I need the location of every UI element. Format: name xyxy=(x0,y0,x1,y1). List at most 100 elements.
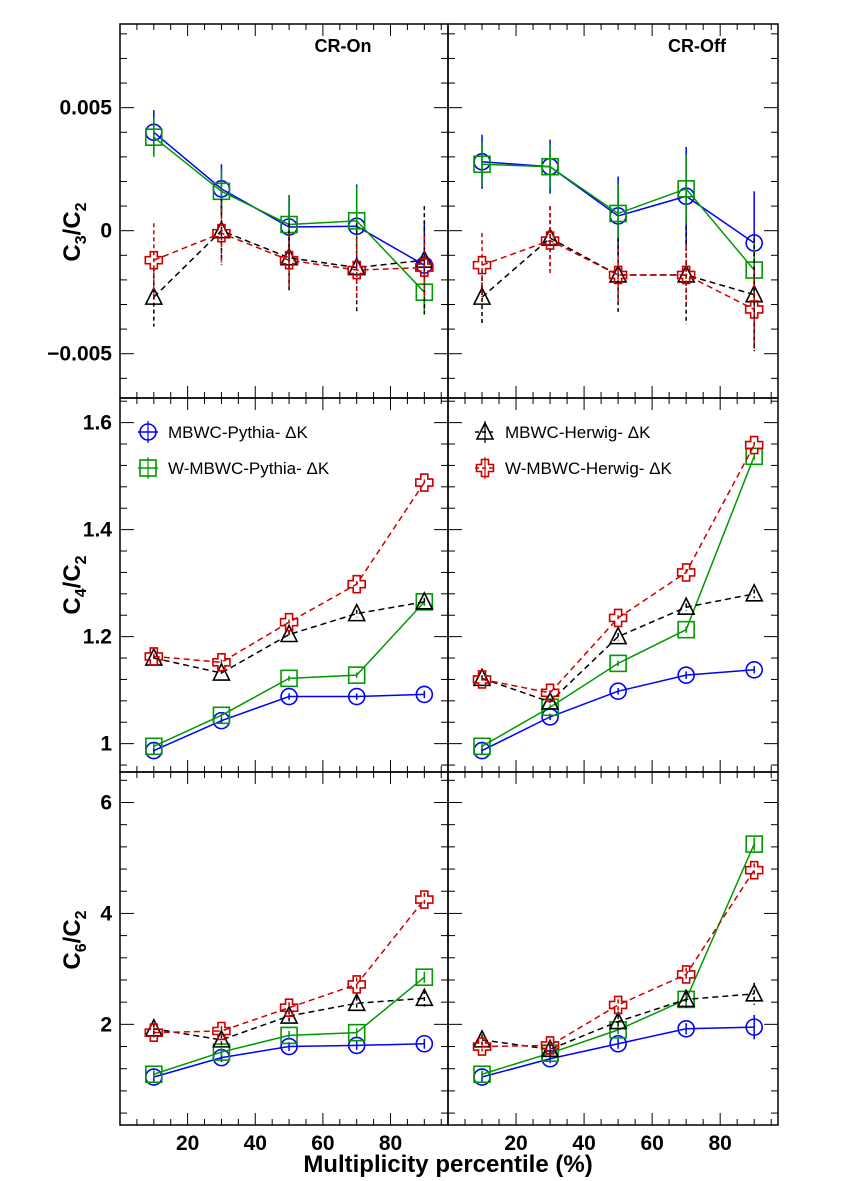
x-tick-label: 80 xyxy=(708,1132,731,1155)
data-point xyxy=(608,1010,628,1030)
data-point xyxy=(745,447,763,466)
legend-label-mbwc-pythia: MBWC-Pythia- ΔK xyxy=(168,423,308,442)
data-point xyxy=(415,685,434,704)
ylabel-c6-c2: C6/C2 xyxy=(59,910,90,969)
y-tick-label: 1.2 xyxy=(83,626,112,649)
legend-entry-mbwc-herwig xyxy=(475,421,495,443)
series-line xyxy=(153,693,425,752)
series-line xyxy=(481,593,755,703)
data-point xyxy=(347,574,367,594)
legend-label-wmbwc-pythia: W-MBWC-Pythia- ΔK xyxy=(168,459,330,478)
panel-6: 20 40 60 80 xyxy=(447,771,779,1155)
panel-frame xyxy=(447,397,779,773)
data-point xyxy=(676,965,696,984)
series-line xyxy=(153,232,425,271)
data-point xyxy=(415,968,434,987)
data-point xyxy=(472,1037,492,1056)
data-point xyxy=(745,1018,763,1036)
data-point xyxy=(347,687,366,706)
data-point xyxy=(347,666,366,684)
data-point xyxy=(347,260,367,280)
xlabel: Multiplicity percentile (%) xyxy=(303,1151,592,1178)
panel-frame xyxy=(119,397,449,773)
data-point xyxy=(609,654,627,673)
panel-5: 2 4 6 20 40 60 80 xyxy=(100,771,449,1155)
panel-frame xyxy=(447,771,779,1126)
series-mbwc-pythia xyxy=(473,661,763,760)
legend-entry-wmbwc-pythia xyxy=(138,457,158,479)
data-point xyxy=(415,890,434,909)
legend-label-mbwc-herwig: MBWC-Herwig- ΔK xyxy=(505,423,651,442)
data-point xyxy=(415,473,434,492)
data-point xyxy=(472,667,492,687)
data-point xyxy=(212,223,231,243)
series-wmbwc-herwig xyxy=(472,860,764,1056)
data-point xyxy=(745,661,763,679)
data-point xyxy=(608,265,628,285)
data-point xyxy=(608,625,628,645)
data-point xyxy=(145,737,163,756)
legend-marker xyxy=(475,458,495,478)
series-line xyxy=(481,237,755,298)
legend-entry-mbwc-pythia xyxy=(138,421,158,443)
y-tick-label: 4 xyxy=(100,902,112,925)
data-point xyxy=(609,682,627,701)
series-wmbwc-herwig xyxy=(472,206,764,349)
data-point xyxy=(608,608,628,628)
data-point xyxy=(145,128,163,146)
series-mbwc-pythia xyxy=(145,685,434,760)
y-tick-label: −0.005 xyxy=(47,343,112,366)
data-point xyxy=(279,998,299,1018)
x-tick-label: 60 xyxy=(640,1132,663,1155)
data-point xyxy=(744,300,764,319)
panel-frame xyxy=(119,23,449,399)
data-point xyxy=(744,583,764,602)
series-wmbwc-herwig xyxy=(472,435,764,703)
series-wmbwc-herwig xyxy=(144,890,434,1042)
column-title-cr-off: CR-Off xyxy=(668,36,727,56)
data-point xyxy=(677,666,695,684)
data-point xyxy=(541,157,559,176)
y-tick-label: 0 xyxy=(100,220,112,243)
panel-3: 1 1.2 1.4 1.6 xyxy=(83,397,449,773)
legend-marker xyxy=(139,423,157,441)
x-tick-label: 40 xyxy=(572,1132,595,1155)
data-point xyxy=(347,1036,366,1055)
series-wmbwc-herwig xyxy=(144,473,434,672)
data-point xyxy=(744,983,764,1002)
data-point xyxy=(415,987,434,1007)
data-point xyxy=(347,212,366,230)
data-point xyxy=(212,662,231,681)
data-point xyxy=(144,1023,164,1042)
data-point xyxy=(279,250,299,270)
data-point xyxy=(280,687,298,706)
series-mbwc-herwig xyxy=(144,591,434,681)
data-point xyxy=(279,623,299,643)
data-point xyxy=(415,1034,434,1053)
data-point xyxy=(676,563,696,582)
data-point xyxy=(473,737,491,756)
series-line xyxy=(153,976,425,1075)
data-point xyxy=(212,653,231,672)
data-point xyxy=(540,1036,560,1055)
column-title-cr-on: CR-On xyxy=(315,36,372,56)
data-point xyxy=(608,995,628,1015)
data-point xyxy=(745,835,763,853)
series-line xyxy=(153,601,425,747)
data-point xyxy=(609,204,627,223)
y-tick-label: 6 xyxy=(100,792,112,815)
data-point xyxy=(676,596,696,616)
data-point xyxy=(415,258,434,277)
series-wmbwc-herwig xyxy=(144,201,434,303)
data-point xyxy=(279,612,299,632)
data-point xyxy=(609,1034,627,1053)
data-point xyxy=(347,1023,366,1042)
x-tick-label: 20 xyxy=(504,1132,527,1155)
y-tick-label: 0.005 xyxy=(59,97,112,120)
data-point xyxy=(472,670,492,689)
data-point xyxy=(677,1019,695,1038)
data-point xyxy=(677,620,695,639)
data-point xyxy=(347,975,367,994)
data-point xyxy=(347,992,366,1012)
